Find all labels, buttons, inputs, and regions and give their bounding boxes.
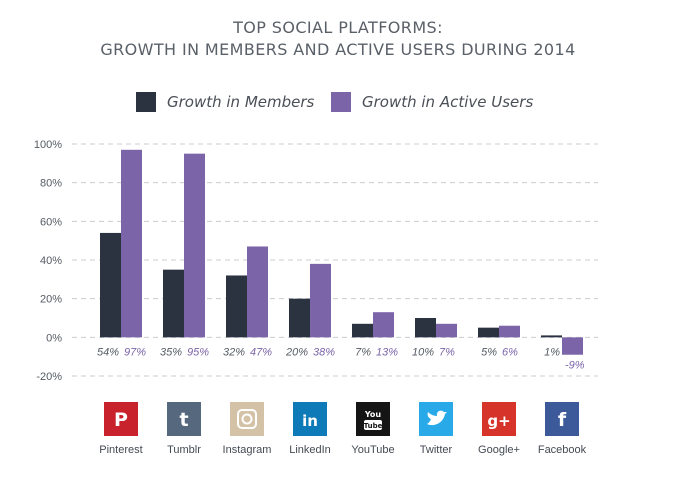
linkedin-icon-glyph: in [302,412,318,430]
pinterest-icon [104,402,138,436]
y-tick-label: 100% [34,139,62,151]
platform-label: Google+ [478,444,520,456]
legend-label-active-users: Growth in Active Users [362,93,534,111]
y-tick-label: 0% [46,332,62,344]
data-label-members: 1% [544,346,560,358]
data-label-members: 54% [97,346,119,358]
legend-swatch-members [136,92,156,112]
platform-label: Pinterest [99,444,142,456]
linkedin-icon [293,402,327,436]
youtube-tube-box [364,420,382,430]
platform-label: LinkedIn [289,444,331,456]
platform-label: YouTube [351,444,394,456]
bar-members [415,318,436,338]
facebook-icon [545,402,579,436]
chart-title: TOP SOCIAL PLATFORMS: [233,18,443,37]
instagram-lens [241,413,253,425]
twitter-bird-shape [427,410,447,426]
youtube-icon [356,402,390,436]
bar-active-users [562,337,583,355]
bar-members [289,298,310,338]
bar-active-users [499,325,520,338]
legend-label-members: Growth in Members [167,93,315,111]
tumblr-icon [167,402,201,436]
data-label-active-users: 95% [187,346,209,358]
y-tick-label: 40% [40,255,62,267]
google-plus-icon-glyph: g+ [487,412,510,430]
y-tick-label: 60% [40,216,62,228]
bar-members [163,269,184,338]
data-label-members: 35% [160,346,182,358]
platform-label: Facebook [538,444,587,456]
data-label-active-users: 13% [376,346,398,358]
data-label-members: 20% [285,346,308,358]
bar-active-users [310,263,331,338]
legend-item-members: Growth in Members [136,92,314,112]
facebook-icon-glyph: f [558,409,567,431]
bar-members [478,327,499,338]
legend-swatch-active-users [331,92,351,112]
bar-members [352,323,373,338]
bar-members [541,335,562,338]
data-label-members: 7% [355,346,371,358]
data-label-active-users: 6% [502,346,518,358]
platform-label: Twitter [420,444,453,456]
data-label-active-users: 7% [439,346,455,358]
y-tick-label: -20% [36,371,62,383]
chart-subtitle: GROWTH IN MEMBERS AND ACTIVE USERS DURIN… [100,40,576,59]
data-label-members: 32% [223,346,245,358]
data-label-members: 10% [412,346,434,358]
pinterest-icon-glyph: P [114,409,128,431]
y-tick-label: 80% [40,178,62,190]
bar-members [226,275,247,338]
bar-active-users [184,153,205,338]
bar-active-users [247,246,268,338]
data-label-active-users: 47% [250,346,272,358]
data-label-active-users: 38% [313,346,335,358]
bar-active-users [373,312,394,338]
data-label-members: 5% [481,346,497,358]
platform-label: Tumblr [167,444,201,456]
platform-label: Instagram [223,444,272,456]
y-tick-label: 20% [40,294,62,306]
youtube-tube-text: Tube [364,422,383,430]
instagram-camera-outline [237,409,257,429]
google-plus-icon [482,402,516,436]
bar-active-users [436,323,457,338]
data-label-active-users: -9% [565,360,585,372]
legend: Growth in Members Growth in Active Users [0,92,676,116]
bar-active-users [121,149,142,338]
tumblr-icon-glyph: t [179,409,188,431]
data-label-active-users: 97% [124,346,146,358]
legend-item-active-users: Growth in Active Users [331,92,533,112]
youtube-you-text: You [364,410,382,419]
bar-members [100,232,121,338]
instagram-icon [230,402,264,436]
